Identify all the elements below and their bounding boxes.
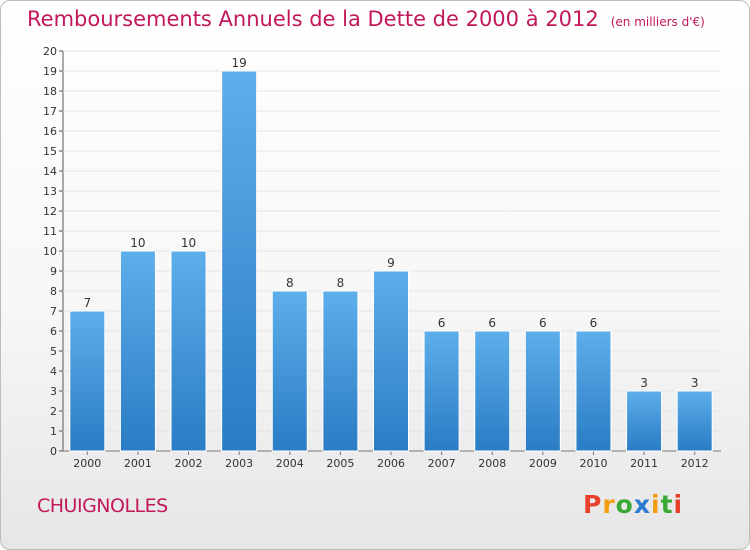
y-tick-label: 8: [50, 285, 57, 298]
x-tick-label: 2008: [478, 457, 506, 470]
value-label: 6: [539, 316, 547, 330]
x-tick-label: 2004: [276, 457, 304, 470]
value-label: 10: [130, 236, 145, 250]
bar-2012: [676, 390, 713, 452]
value-label: 3: [691, 376, 699, 390]
x-tick-label: 2003: [225, 457, 253, 470]
logo-letter: i: [651, 490, 661, 519]
value-label: 8: [337, 276, 345, 290]
chart-title: Remboursements Annuels de la Dette de 20…: [27, 7, 705, 31]
y-tick-label: 0: [50, 445, 57, 458]
y-tick-label: 3: [50, 385, 57, 398]
x-tick-label: 2011: [630, 457, 658, 470]
bar-2002: [170, 250, 207, 452]
x-tick-label: 2010: [579, 457, 607, 470]
x-tick-label: 2005: [326, 457, 354, 470]
x-tick-label: 2001: [124, 457, 152, 470]
chart-title-text: Remboursements Annuels de la Dette de 20…: [27, 7, 599, 31]
y-tick-label: 15: [43, 145, 57, 158]
place-name: CHUIGNOLLES: [37, 495, 168, 517]
x-tick-label: 2006: [377, 457, 405, 470]
bar-2005: [322, 290, 359, 452]
value-label: 7: [83, 296, 91, 310]
bar-2004: [271, 290, 308, 452]
logo-letter: P: [583, 490, 603, 519]
value-label: 10: [181, 236, 196, 250]
y-tick-label: 16: [43, 125, 57, 138]
x-tick-label: 2007: [428, 457, 456, 470]
y-tick-label: 20: [43, 45, 57, 58]
proxiti-logo: Proxiti: [583, 490, 683, 519]
y-tick-label: 4: [50, 365, 57, 378]
y-tick-label: 9: [50, 265, 57, 278]
y-tick-label: 13: [43, 185, 57, 198]
y-tick-label: 11: [43, 225, 57, 238]
value-label: 19: [232, 56, 247, 70]
y-tick-label: 10: [43, 245, 57, 258]
logo-letter: i: [673, 490, 684, 519]
y-tick-label: 18: [43, 85, 57, 98]
logo-letter: t: [660, 490, 674, 519]
bar-2000: [69, 310, 106, 452]
y-tick-label: 17: [43, 105, 57, 118]
y-tick-label: 12: [43, 205, 57, 218]
x-tick-label: 2000: [73, 457, 101, 470]
value-label: 6: [590, 316, 598, 330]
value-label: 6: [488, 316, 496, 330]
y-tick-label: 19: [43, 65, 57, 78]
bar-2010: [575, 330, 612, 452]
x-tick-label: 2012: [681, 457, 709, 470]
bar-2011: [626, 390, 663, 452]
bar-2001: [119, 250, 156, 452]
logo-letter: o: [615, 490, 634, 519]
bar-2009: [524, 330, 561, 452]
y-tick-label: 7: [50, 305, 57, 318]
value-label: 3: [640, 376, 648, 390]
value-label: 6: [438, 316, 446, 330]
bar-2008: [474, 330, 511, 452]
chart-subtitle: (en milliers d'€): [610, 15, 705, 29]
logo-letter: x: [633, 490, 651, 519]
y-tick-label: 2: [50, 405, 57, 418]
bar-2006: [373, 270, 409, 452]
y-tick-label: 14: [43, 165, 57, 178]
y-tick-label: 6: [50, 325, 57, 338]
value-label: 9: [387, 256, 395, 270]
x-tick-label: 2002: [175, 457, 203, 470]
x-tick-label: 2009: [529, 457, 557, 470]
bar-2007: [423, 330, 460, 452]
y-tick-label: 5: [50, 345, 57, 358]
y-tick-label: 1: [50, 425, 57, 438]
bar-2003: [221, 70, 258, 452]
value-label: 8: [286, 276, 294, 290]
logo-letter: r: [602, 490, 616, 519]
